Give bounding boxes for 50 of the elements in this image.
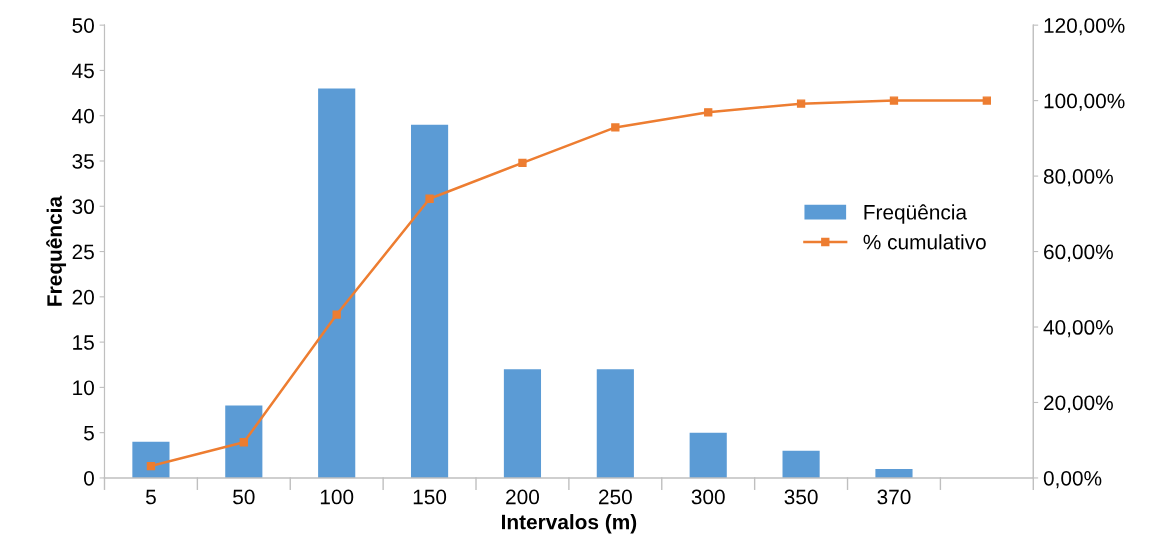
y-tick-label: 30 (72, 199, 94, 215)
bar (596, 369, 634, 478)
y-tick-label: 50 (72, 18, 94, 33)
y2-tick-label: 0,00% (1043, 470, 1102, 489)
bar (410, 124, 449, 478)
y2-tick-label: 20,00% (1044, 395, 1113, 413)
point (889, 96, 899, 105)
y-tick-label: 5 (84, 425, 94, 441)
y-tick-label: 10 (73, 380, 94, 396)
bar (318, 88, 356, 478)
point (239, 438, 248, 447)
x-tick-label: 250 (599, 489, 632, 505)
x-tick-label: 100 (320, 489, 354, 505)
y-tick-label: 45 (72, 63, 94, 79)
bar (132, 441, 170, 478)
legend-label: % cumulativo (863, 234, 986, 250)
point (611, 123, 620, 132)
bar (225, 405, 263, 478)
y2-tick-label: 80,00% (1043, 169, 1113, 187)
y-tick-label: 35 (72, 153, 94, 169)
x-axis-title: Intervalos (m) (501, 514, 637, 534)
x-tick-label: 200 (506, 489, 540, 505)
bar (689, 432, 727, 478)
y-tick-label: 0 (84, 470, 94, 486)
y2-tick-label: 40,00% (1043, 320, 1113, 338)
x-tick-label: 150 (413, 489, 447, 505)
y2-tick-label: 60,00% (1044, 244, 1113, 262)
y-tick-label: 20 (72, 289, 94, 305)
bar (503, 369, 542, 478)
x-tick-label: 5 (145, 489, 156, 505)
point (425, 194, 434, 203)
y2-tick-label: 120,00% (1044, 18, 1125, 36)
point (332, 310, 341, 319)
point (704, 108, 713, 117)
point (518, 158, 527, 168)
y-tick-label: 15 (73, 335, 94, 350)
point (146, 461, 156, 471)
x-tick-label: 300 (691, 489, 725, 505)
point (982, 96, 992, 105)
x-tick-label: 50 (233, 489, 255, 505)
y-tick-label: 25 (72, 244, 94, 260)
legend-label: Freqüência (864, 204, 968, 224)
x-tick-label: 350 (784, 489, 818, 505)
point (796, 99, 806, 108)
y-tick-label: 40 (72, 108, 94, 124)
x-tick-label: 370 (877, 489, 911, 505)
y2-tick-label: 100,00% (1044, 93, 1125, 111)
bar (875, 468, 913, 478)
bar (782, 450, 820, 478)
y-axis-title: Frequência (46, 195, 67, 306)
